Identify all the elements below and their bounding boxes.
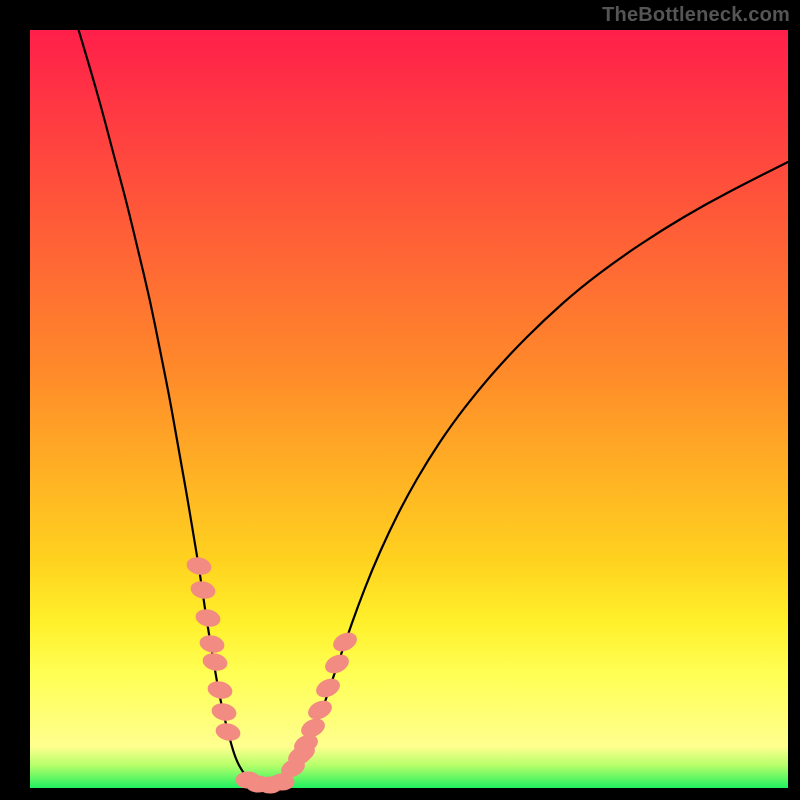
plot-area — [30, 30, 788, 788]
chart-stage: TheBottleneck.com — [0, 0, 800, 800]
watermark-text: TheBottleneck.com — [602, 4, 790, 27]
